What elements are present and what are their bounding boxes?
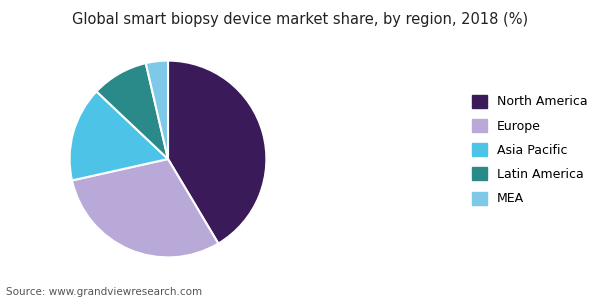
Wedge shape bbox=[72, 159, 218, 257]
Wedge shape bbox=[70, 92, 168, 180]
Wedge shape bbox=[97, 63, 168, 159]
Legend: North America, Europe, Asia Pacific, Latin America, MEA: North America, Europe, Asia Pacific, Lat… bbox=[472, 95, 588, 205]
Wedge shape bbox=[146, 61, 168, 159]
Text: Source: www.grandviewresearch.com: Source: www.grandviewresearch.com bbox=[6, 287, 202, 297]
Wedge shape bbox=[168, 61, 266, 244]
Text: Global smart biopsy device market share, by region, 2018 (%): Global smart biopsy device market share,… bbox=[72, 12, 528, 27]
